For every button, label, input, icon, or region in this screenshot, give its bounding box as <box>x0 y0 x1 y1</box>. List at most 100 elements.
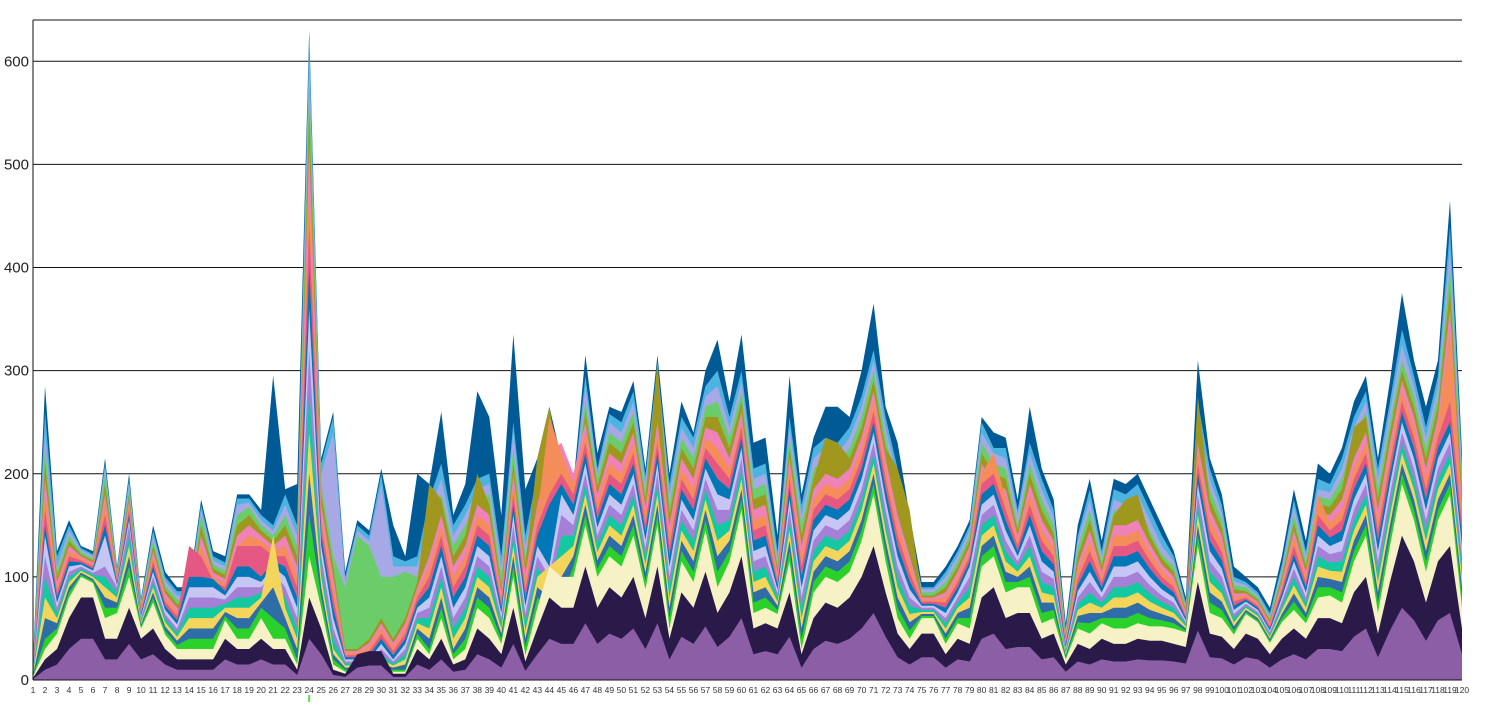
x-tick-labels: 1 2 3 4 5 6 7 8 9 10 11 12 13 14 15 16 17 18 19 20 21 22 23 24 2… <box>31 685 1470 695</box>
x-tick-label: 88 <box>1073 685 1083 695</box>
x-tick-label: 60 <box>737 685 747 695</box>
x-tick-label: 75 <box>917 685 927 695</box>
x-tick-label: 6 <box>91 685 96 695</box>
x-tick-label: 29 <box>365 685 375 695</box>
x-tick-label: 46 <box>569 685 579 695</box>
x-tick-label: 14 <box>184 685 194 695</box>
x-tick-label: 3 <box>55 685 60 695</box>
x-tick-label: 9 <box>127 685 132 695</box>
x-tick-label: 12 <box>160 685 170 695</box>
x-tick-label: 31 <box>389 685 399 695</box>
x-tick-label: 103 <box>1251 685 1265 695</box>
x-tick-label: 19 <box>244 685 254 695</box>
x-tick-label: 16 <box>208 685 218 695</box>
x-tick-label: 81 <box>989 685 999 695</box>
x-tick-label: 100 <box>1215 685 1229 695</box>
x-tick-label: 82 <box>1001 685 1011 695</box>
x-tick-label: 56 <box>689 685 699 695</box>
x-tick-label: 42 <box>521 685 531 695</box>
x-tick-label: 62 <box>761 685 771 695</box>
y-tick-label: 0 <box>21 672 29 689</box>
x-tick-label: 54 <box>665 685 675 695</box>
x-tick-label: 45 <box>557 685 567 695</box>
x-tick-label: 104 <box>1263 685 1277 695</box>
x-tick-label: 18 <box>232 685 242 695</box>
x-tick-label: 115 <box>1395 685 1409 695</box>
x-tick-label: 13 <box>172 685 182 695</box>
x-tick-label: 40 <box>497 685 507 695</box>
x-tick-label: 107 <box>1299 685 1313 695</box>
x-tick-label: 43 <box>533 685 543 695</box>
x-tick-label: 113 <box>1371 685 1385 695</box>
x-tick-label: 89 <box>1085 685 1095 695</box>
x-tick-label: 47 <box>581 685 591 695</box>
x-tick-label: 76 <box>929 685 939 695</box>
x-tick-label: 93 <box>1133 685 1143 695</box>
x-tick-label: 61 <box>749 685 759 695</box>
area-series-18 <box>33 607 1462 680</box>
x-tick-label: 25 <box>316 685 326 695</box>
x-tick-label: 86 <box>1049 685 1059 695</box>
x-tick-label: 30 <box>377 685 387 695</box>
x-tick-label: 37 <box>461 685 471 695</box>
x-tick-label: 59 <box>725 685 735 695</box>
area-series-11 <box>33 350 1462 680</box>
x-tick-label: 87 <box>1061 685 1071 695</box>
x-tick-label: 110 <box>1335 685 1349 695</box>
x-tick-label: 90 <box>1097 685 1107 695</box>
x-tick-label: 83 <box>1013 685 1023 695</box>
x-tick-label: 105 <box>1275 685 1289 695</box>
area-series-1 <box>33 30 1462 681</box>
x-tick-label: 118 <box>1431 685 1445 695</box>
x-tick-label: 69 <box>845 685 855 695</box>
x-tick-label: 33 <box>413 685 423 695</box>
x-tick-label: 67 <box>821 685 831 695</box>
x-tick-label: 106 <box>1287 685 1301 695</box>
y-tick-label: 300 <box>4 363 29 380</box>
x-tick-label: 68 <box>833 685 843 695</box>
x-tick-label: 49 <box>605 685 615 695</box>
x-tick-label: 17 <box>220 685 230 695</box>
x-tick-label: 73 <box>893 685 903 695</box>
x-tick-label: 97 <box>1181 685 1191 695</box>
area-series-16 <box>33 484 1462 680</box>
x-tick-label: 65 <box>797 685 807 695</box>
x-tick-label: 15 <box>196 685 206 695</box>
y-tick-label: 500 <box>4 156 29 173</box>
x-tick-label: 51 <box>629 685 639 695</box>
x-tick-label: 58 <box>713 685 723 695</box>
x-tick-label: 57 <box>701 685 711 695</box>
area-series-17 <box>33 535 1462 680</box>
x-tick-label: 52 <box>641 685 651 695</box>
x-tick-label: 102 <box>1239 685 1253 695</box>
x-tick-label: 91 <box>1109 685 1119 695</box>
axes <box>32 20 1462 702</box>
x-tick-label: 66 <box>809 685 819 695</box>
x-tick-label: 98 <box>1193 685 1203 695</box>
x-tick-label: 34 <box>425 685 435 695</box>
x-tick-label: 78 <box>953 685 963 695</box>
x-tick-label: 101 <box>1227 685 1241 695</box>
x-tick-label: 1 <box>31 685 36 695</box>
x-tick-label: 94 <box>1145 685 1155 695</box>
x-tick-label: 23 <box>292 685 302 695</box>
x-tick-label: 108 <box>1311 685 1325 695</box>
x-tick-label: 26 <box>328 685 338 695</box>
x-tick-label: 24 <box>304 685 314 695</box>
x-tick-label: 109 <box>1323 685 1337 695</box>
x-tick-label: 55 <box>677 685 687 695</box>
y-tick-label: 400 <box>4 260 29 277</box>
x-tick-label: 7 <box>103 685 108 695</box>
x-tick-label: 10 <box>136 685 146 695</box>
x-tick-label: 38 <box>473 685 483 695</box>
x-tick-label: 64 <box>785 685 795 695</box>
x-tick-label: 77 <box>941 685 951 695</box>
x-tick-label: 120 <box>1455 685 1469 695</box>
x-tick-label: 70 <box>857 685 867 695</box>
x-tick-label: 36 <box>449 685 459 695</box>
x-tick-label: 71 <box>869 685 879 695</box>
x-tick-label: 96 <box>1169 685 1179 695</box>
area-series-group <box>33 30 1462 681</box>
x-tick-label: 50 <box>617 685 627 695</box>
